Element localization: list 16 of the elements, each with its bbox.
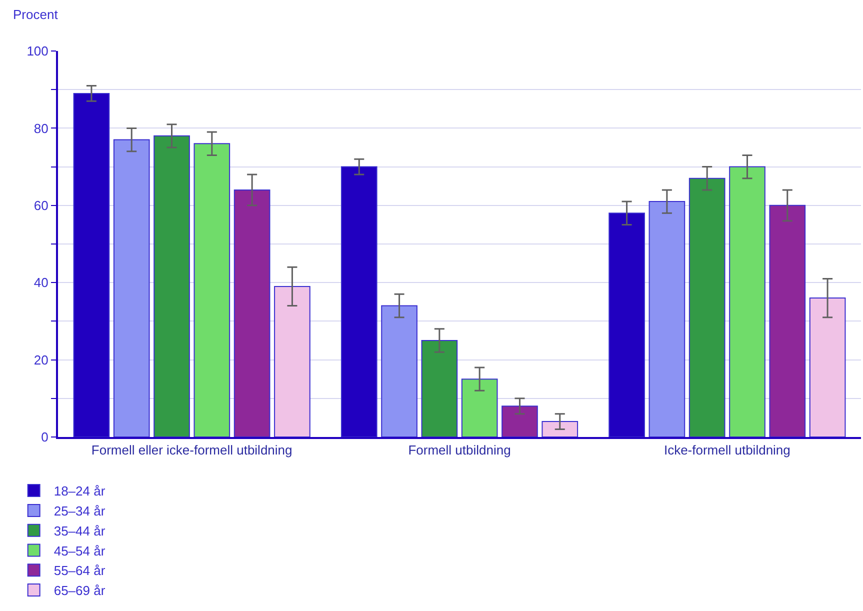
legend-label: 35–44 år [54, 523, 106, 538]
legend-label: 45–54 år [54, 543, 106, 558]
legend-label: 18–24 år [54, 484, 106, 499]
y-tick-label: 40 [34, 275, 48, 290]
y-tick-label: 20 [34, 352, 48, 368]
x-tick-label: Icke-formell utbildning [664, 442, 790, 458]
x-tick-label: Formell utbildning [408, 442, 511, 458]
x-tick-label: Formell eller icke-formell utbildning [91, 442, 292, 458]
y-tick-label: 100 [26, 44, 48, 59]
legend-label: 65–69 år [54, 583, 106, 598]
y-axis-title: Procent [13, 7, 58, 22]
legend-label: 25–34 år [54, 504, 106, 519]
legend-label: 55–64 år [54, 563, 106, 578]
y-tick-label: 80 [34, 120, 48, 136]
y-tick-label: 0 [41, 430, 48, 445]
y-tick-label: 60 [34, 198, 48, 213]
